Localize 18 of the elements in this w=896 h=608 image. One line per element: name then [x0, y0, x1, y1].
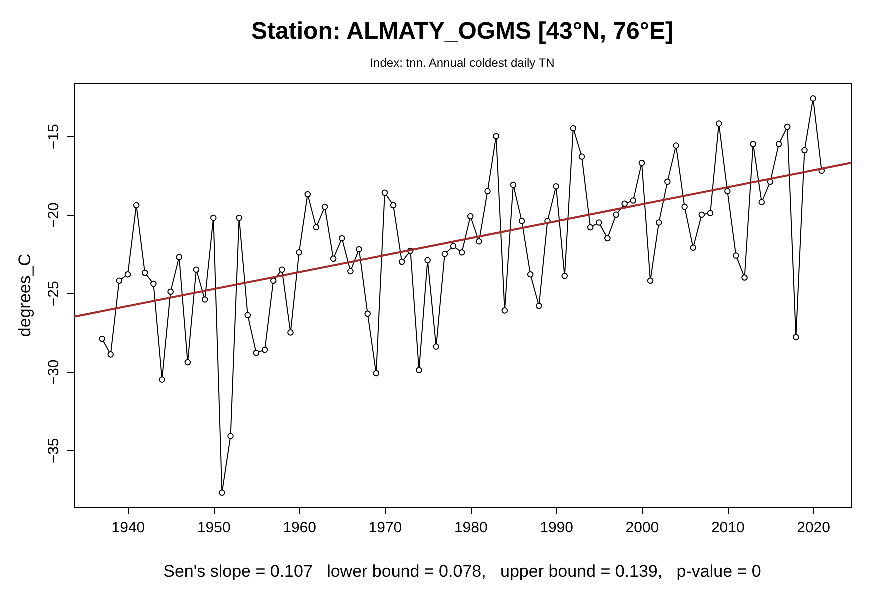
- chart-title: Station: ALMATY_OGMS [43°N, 76°E]: [252, 18, 674, 45]
- x-tick-label: 1970: [368, 520, 402, 536]
- y-tick-label: −20: [46, 202, 62, 228]
- y-tick-label: −35: [46, 438, 62, 464]
- chart-subtitle: Index: tnn. Annual coldest daily TN: [370, 56, 555, 70]
- x-tick-label: 2020: [797, 520, 830, 536]
- x-tick-label: 1990: [540, 520, 574, 536]
- y-tick-label: −25: [46, 281, 62, 307]
- x-tick-label: 1940: [112, 520, 146, 536]
- text: Sen's slope = 0.107 lower bound = 0.078, upper bound = 0.139, p-value = 0: [162, 562, 762, 582]
- x-tick-label: 2010: [711, 520, 745, 536]
- y-axis-title: degrees_C: [16, 254, 34, 338]
- x-tick-label: 2000: [626, 520, 660, 536]
- x-tick-label: 1950: [197, 520, 231, 536]
- x-tick-label: 1980: [454, 520, 488, 536]
- y-tick-label: −15: [46, 124, 62, 150]
- x-tick-label: 1960: [283, 520, 316, 536]
- y-tick-label: −30: [46, 360, 62, 386]
